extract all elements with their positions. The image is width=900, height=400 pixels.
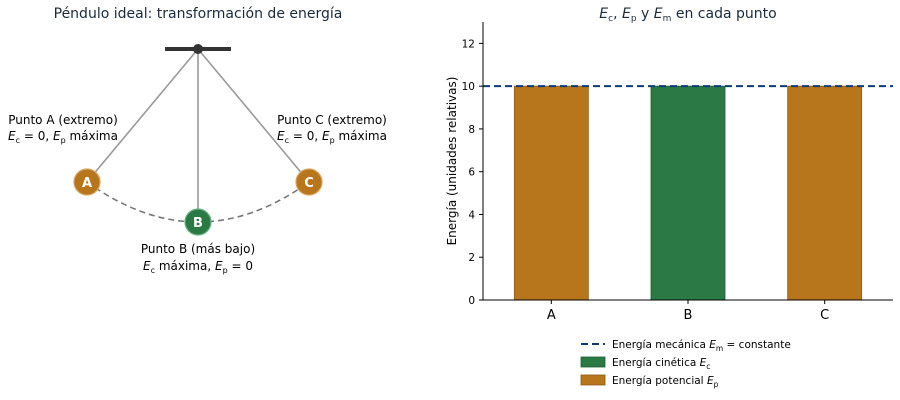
legend-swatch-kinetic (580, 356, 606, 368)
bar-a-potential (513, 85, 589, 301)
point-a-desc: Ec = 0, Ep máxima (8, 129, 118, 145)
x-tick-label: C (820, 308, 829, 323)
legend-label-kinetic: Energía cinética Ec (612, 357, 710, 371)
point-a-name: Punto A (extremo) (8, 113, 118, 127)
y-tick-label: 12 (462, 38, 475, 50)
y-tick-label: 8 (468, 124, 475, 136)
bar-c-potential (787, 85, 863, 301)
y-tick-label: 6 (468, 167, 475, 179)
swing-arc (86, 181, 310, 223)
bob-c-letter: C (304, 176, 314, 191)
bar-b-kinetic (650, 85, 726, 301)
y-tick-label: 10 (462, 81, 475, 93)
y-tick-label: 0 (468, 295, 475, 307)
bob-b: B (184, 208, 212, 236)
rod-to-c (197, 48, 310, 183)
legend-label-mechanical: Energía mecánica Em = constante (612, 339, 791, 353)
chart-title: Ec, Ep y Em en cada punto (599, 6, 776, 24)
bars-group (513, 85, 863, 301)
bob-c: C (295, 168, 323, 196)
pivot (193, 44, 203, 54)
y-tick-label: 4 (468, 209, 475, 221)
pendulum-panel: Péndulo ideal: transformación de energía… (8, 6, 387, 275)
legend-swatch-potential (580, 374, 606, 386)
pendulum-title: Péndulo ideal: transformación de energía (54, 6, 343, 22)
rod-to-a (86, 48, 199, 183)
point-c-desc: Ec = 0, Ep máxima (277, 129, 387, 145)
x-tick-label: B (684, 308, 693, 323)
bob-a: A (73, 168, 101, 196)
point-b-desc: Ec máxima, Ep = 0 (143, 259, 253, 275)
bob-b-letter: B (193, 216, 203, 231)
bob-a-letter: A (82, 176, 92, 191)
legend-label-potential: Energía potencial Ep (612, 375, 719, 389)
x-tick-label: A (547, 308, 556, 323)
y-ticks: 0 2 4 6 8 10 12 (462, 38, 483, 307)
y-tick-label: 2 (468, 252, 475, 264)
x-ticks: A B C (547, 300, 829, 323)
point-c-name: Punto C (extremo) (277, 113, 387, 127)
legend: Energía mecánica Em = constante Energía … (580, 339, 791, 389)
point-b-name: Punto B (más bajo) (141, 242, 255, 256)
y-axis-label: Energía (unidades relativas) (445, 77, 459, 246)
